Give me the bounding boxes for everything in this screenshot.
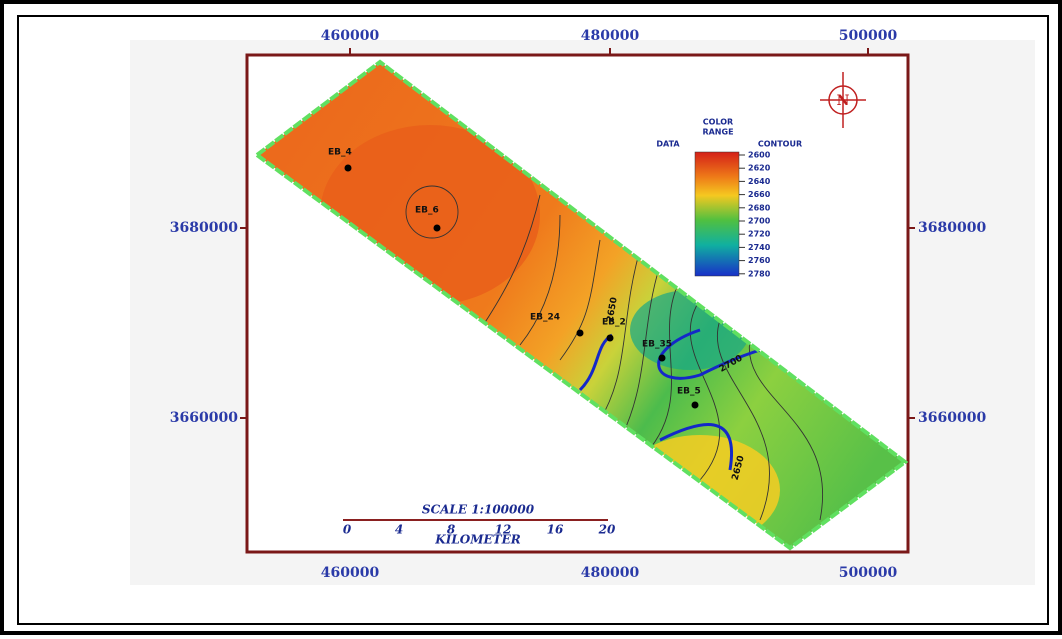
x-axis-label: 480000 [581, 28, 640, 44]
legend-value: 2740 [748, 243, 771, 252]
axis-ticks [240, 48, 915, 419]
well-marker [658, 354, 666, 362]
legend-contour: CONTOUR [758, 140, 802, 149]
legend-title: COLOR [703, 118, 733, 127]
y-axis-label: 3660000 [918, 410, 986, 426]
inner-frame [17, 15, 1049, 625]
compass [820, 72, 866, 128]
legend-value: 2720 [748, 230, 771, 239]
well-label: EB_24 [530, 313, 560, 323]
legend-colorbar [694, 151, 740, 277]
well-marker [433, 224, 441, 232]
legend-data: DATA [656, 140, 680, 149]
legend-value: 2700 [748, 217, 771, 226]
well-label: EB_35 [642, 340, 672, 350]
well-marker [691, 401, 699, 409]
scale-tick-label: 12 [495, 523, 512, 537]
x-axis-label: 500000 [839, 28, 898, 44]
scale-tick-label: 16 [547, 523, 564, 537]
legend-value: 2600 [748, 151, 771, 160]
well-marker [606, 334, 614, 342]
legend-value: 2660 [748, 190, 771, 199]
legend-value: 2620 [748, 164, 771, 173]
legend-value: 2760 [748, 256, 771, 265]
scale-unit: KILOMETER [434, 533, 520, 547]
well-label: EB_2 [602, 318, 626, 328]
well-label: EB_6 [415, 206, 439, 216]
y-axis-label: 3680000 [918, 220, 986, 236]
scale-title: SCALE 1:100000 [422, 503, 535, 517]
well-label: EB_4 [328, 148, 352, 158]
legend-value: 2780 [748, 269, 771, 278]
contour-label: 2650 [606, 297, 620, 323]
y-axis-label: 3660000 [170, 410, 238, 426]
well-label: EB_5 [677, 387, 701, 397]
x-axis-label: 460000 [321, 28, 380, 44]
well-marker [344, 164, 352, 172]
y-axis-label: 3680000 [170, 220, 238, 236]
compass-label: N [837, 93, 850, 109]
scale-tick-label: 20 [598, 523, 616, 537]
scale-tick-label: 0 [343, 523, 352, 537]
legend-title: RANGE [702, 128, 733, 137]
scale-tick-label: 8 [447, 523, 456, 537]
well-marker [576, 329, 584, 337]
survey-boundary [253, 59, 909, 551]
x-axis-label: 500000 [839, 565, 898, 581]
legend-value: 2640 [748, 177, 771, 186]
scale-tick-label: 4 [395, 523, 403, 537]
x-axis-label: 460000 [321, 565, 380, 581]
x-axis-label: 480000 [581, 565, 640, 581]
legend-value: 2680 [748, 203, 771, 212]
contours [405, 185, 823, 521]
